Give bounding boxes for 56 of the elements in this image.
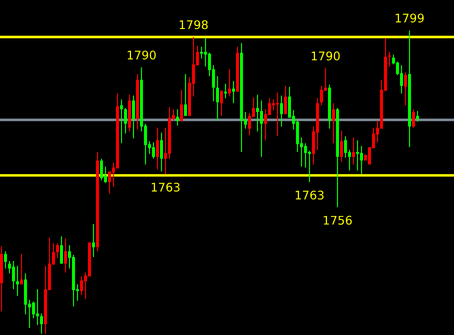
candlestick [276,92,279,137]
candlestick [284,85,287,115]
candlestick [340,130,343,162]
candlestick [56,242,59,258]
candlestick [332,102,335,144]
candlestick [32,301,35,319]
annotation: 1798 [180,20,208,30]
candlestick [60,236,63,264]
candlestick [344,136,347,158]
candlestick [160,132,163,172]
candlestick [36,288,39,326]
candlestick [320,85,323,106]
candlestick [64,238,67,273]
annotation: 1799 [396,14,424,22]
candlestick [180,89,183,122]
candlestick [228,68,231,97]
candlestick [400,64,403,94]
candlestick [416,110,419,122]
candlestick [260,100,263,158]
candlestick [4,250,7,270]
annotation: 1763 [296,190,324,200]
candlestick [20,253,23,285]
candlestick [360,145,363,175]
candlestick [16,265,19,296]
annotation: 1790 [312,52,340,60]
candlestick [272,99,275,111]
candlestick [224,83,227,99]
candlestick [248,112,251,136]
candlestick [280,95,283,128]
candlestick [40,312,43,334]
annotation: 1756 [324,216,352,225]
candlestick [404,72,407,106]
candlestick [184,74,187,116]
candlestick [12,260,15,290]
candlestick [132,95,135,139]
candlestick [124,108,127,134]
candlestick [156,127,159,170]
annotation: 1763 [152,182,180,192]
candlestick [308,150,311,183]
candlestick [176,108,179,126]
candlestick [232,80,235,104]
candlestick [152,142,155,160]
candlestick [412,108,415,128]
candlestick [92,223,95,258]
annotation: 1790 [128,50,156,60]
candlestick [216,76,219,122]
candlestick [204,38,207,67]
candlestick [80,276,83,296]
candlestick [352,136,355,165]
candlestick [220,90,223,116]
candlestick [100,158,103,181]
candlestick [256,94,259,132]
candlestick [296,120,299,153]
candlestick [356,140,359,172]
candlestick [108,170,111,194]
candlestick [304,142,307,168]
